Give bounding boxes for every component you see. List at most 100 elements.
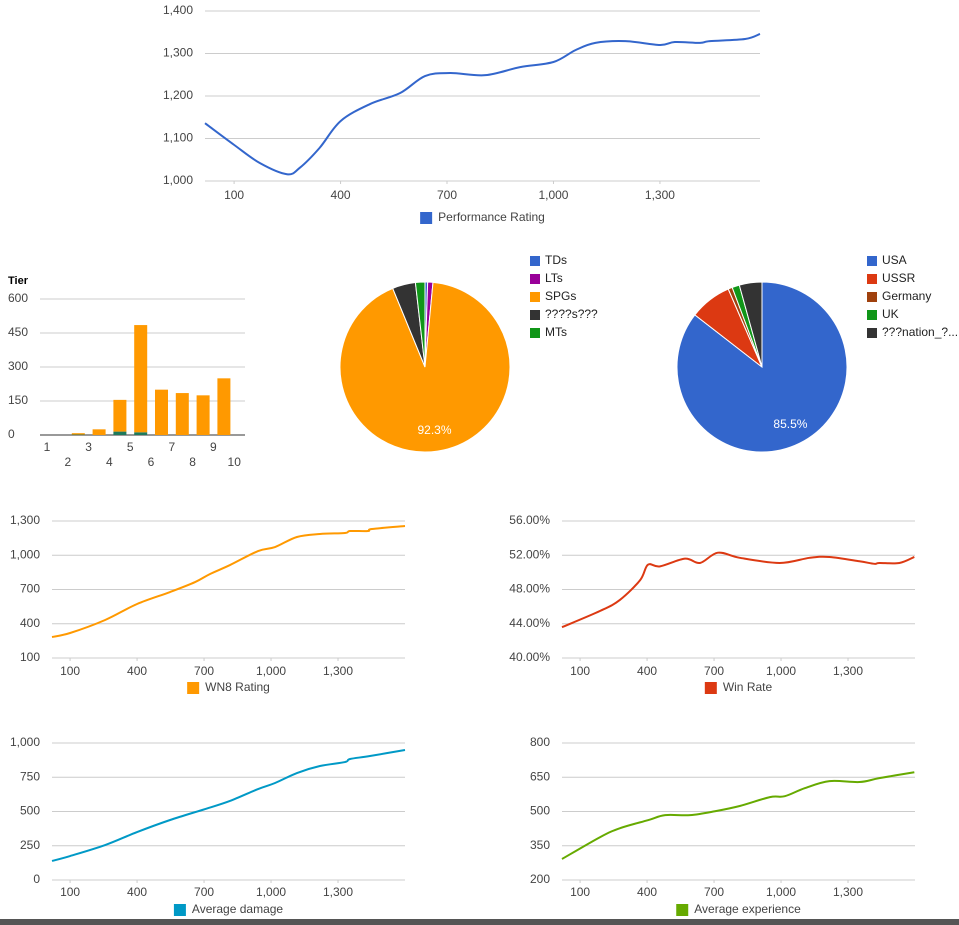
y-tick-label: 400	[20, 616, 40, 630]
y-tick-label: 300	[8, 359, 28, 373]
line	[204, 33, 761, 176]
x-tick-label: 1,000	[766, 885, 796, 899]
y-tick-label: 52.00%	[509, 547, 550, 561]
legend-label: Performance Rating	[438, 210, 545, 224]
y-tick-label: 250	[20, 838, 40, 852]
pie-slice	[738, 281, 763, 368]
x-tick-label: 400	[637, 885, 657, 899]
pie-slice	[414, 281, 426, 368]
legend-swatch	[530, 256, 540, 266]
legend-swatch	[867, 328, 877, 338]
y-tick-label: 200	[530, 872, 550, 886]
legend-label: Average experience	[694, 902, 801, 916]
legend-label: Win Rate	[723, 680, 773, 694]
legend-swatch	[530, 292, 540, 302]
slice-label: 92.3%	[417, 423, 451, 437]
x-tick-label: 100	[570, 885, 590, 899]
pie-slice	[339, 281, 511, 453]
x-tick-label: 100	[60, 885, 80, 899]
x-tick-label: 1,000	[256, 664, 286, 678]
legend-label: Average damage	[192, 902, 284, 916]
y-tick-label: 1,400	[163, 3, 193, 17]
bar	[113, 399, 127, 432]
legend-label: ????s???	[545, 307, 598, 321]
x-tick-label: 400	[127, 664, 147, 678]
y-tick-label: 44.00%	[509, 616, 550, 630]
legend-label: LTs	[545, 271, 563, 285]
line	[561, 551, 915, 629]
legend-label: UK	[882, 307, 899, 321]
legend-swatch	[187, 682, 200, 694]
x-tick-label: 100	[60, 664, 80, 678]
x-tick-label: 5	[127, 440, 134, 454]
y-tick-label: 750	[20, 769, 40, 783]
legend-swatch	[530, 310, 540, 320]
x-tick-label: 100	[224, 188, 244, 202]
x-tick-label: 1,300	[645, 188, 675, 202]
x-tick-label: 10	[228, 455, 242, 469]
x-tick-label: 1,300	[833, 664, 863, 678]
x-tick-label: 700	[194, 885, 214, 899]
bar	[92, 429, 106, 435]
y-tick-label: 48.00%	[509, 582, 550, 596]
x-tick-label: 700	[437, 188, 457, 202]
bar	[113, 431, 127, 435]
bottom-bar	[0, 919, 959, 925]
y-tick-label: 40.00%	[509, 650, 550, 664]
legend-label: Germany	[882, 289, 931, 303]
line	[51, 525, 406, 638]
y-tick-label: 700	[20, 582, 40, 596]
legend-swatch	[867, 256, 877, 266]
x-tick-label: 4	[106, 455, 113, 469]
legend-swatch	[867, 292, 877, 302]
line	[51, 749, 406, 862]
x-tick-label: 1,000	[766, 664, 796, 678]
x-tick-label: 1,300	[323, 664, 353, 678]
x-tick-label: 700	[704, 885, 724, 899]
legend-swatch	[173, 904, 186, 916]
legend-swatch	[867, 274, 877, 284]
x-tick-label: 100	[570, 664, 590, 678]
y-tick-label: 600	[8, 291, 28, 305]
y-tick-label: 100	[20, 650, 40, 664]
y-tick-label: 800	[530, 735, 550, 749]
legend-label: TDs	[545, 253, 567, 267]
y-tick-label: 1,300	[10, 513, 40, 527]
x-tick-label: 8	[189, 455, 196, 469]
bar	[134, 325, 148, 433]
legend-swatch	[420, 212, 433, 224]
bar	[196, 395, 210, 435]
bar	[71, 433, 85, 435]
line	[561, 771, 915, 860]
y-tick-label: 1,000	[10, 547, 40, 561]
legend-label: ???nation_?...	[882, 325, 958, 339]
x-tick-label: 700	[704, 664, 724, 678]
y-tick-label: 56.00%	[509, 513, 550, 527]
y-tick-label: 650	[530, 769, 550, 783]
legend-swatch	[676, 904, 689, 916]
x-tick-label: 6	[148, 455, 155, 469]
bar	[175, 393, 189, 435]
y-tick-label: 0	[33, 872, 40, 886]
legend-swatch	[530, 274, 540, 284]
y-tick-label: 1,300	[163, 46, 193, 60]
y-tick-label: 500	[530, 804, 550, 818]
y-tick-label: 450	[8, 325, 28, 339]
legend-label: WN8 Rating	[205, 680, 270, 694]
x-tick-label: 1,300	[833, 885, 863, 899]
y-tick-label: 0	[8, 427, 15, 441]
legend-swatch	[867, 310, 877, 320]
chart-title: Tier	[8, 275, 29, 287]
legend-label: USSR	[882, 271, 916, 285]
x-tick-label: 3	[85, 440, 92, 454]
x-tick-label: 400	[331, 188, 351, 202]
x-tick-label: 1,300	[323, 885, 353, 899]
bar	[217, 378, 231, 435]
legend-label: SPGs	[545, 289, 576, 303]
x-tick-label: 7	[168, 440, 175, 454]
slice-label: 85.5%	[773, 417, 807, 431]
y-tick-label: 1,100	[163, 131, 193, 145]
x-tick-label: 1,000	[256, 885, 286, 899]
x-tick-label: 9	[210, 440, 217, 454]
